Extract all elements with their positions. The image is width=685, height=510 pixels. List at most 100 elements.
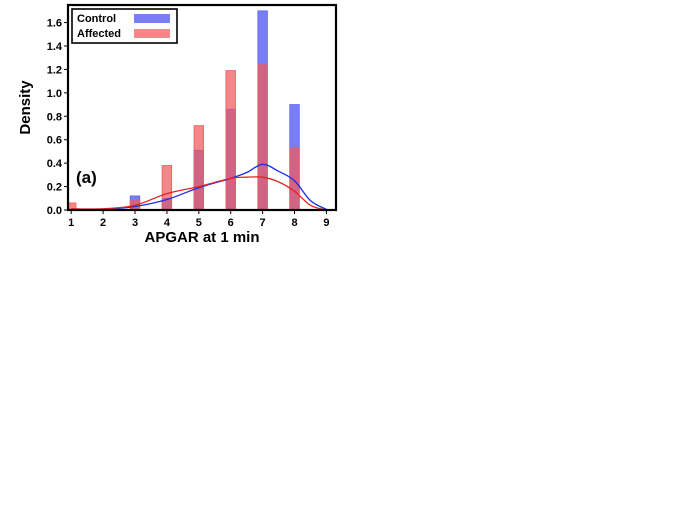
legend-swatch-control bbox=[472, 14, 508, 23]
legend-swatch-control bbox=[465, 268, 501, 277]
y-tick-label: 0.5 bbox=[385, 173, 400, 185]
legend-label-control: Control bbox=[415, 13, 454, 25]
y-tick-label: 0.025 bbox=[32, 435, 60, 447]
control-bar bbox=[313, 452, 322, 470]
y-tick-label: 0.50 bbox=[372, 408, 393, 420]
x-axis-label: Gestational age bbox=[474, 485, 601, 504]
y-axis-label: Density bbox=[355, 80, 372, 135]
y-tick-label: 0.075 bbox=[32, 377, 60, 389]
y-tick-label: 0.25 bbox=[372, 436, 393, 448]
x-tick-label: 7 bbox=[601, 217, 607, 229]
affected-bar bbox=[567, 202, 577, 210]
panel-tag: (d) bbox=[404, 422, 426, 441]
affected-bar bbox=[592, 402, 600, 469]
legend-swatch-control bbox=[132, 268, 168, 277]
control-bar bbox=[632, 458, 640, 469]
panel-a: 20 22 24 26 28 300.000.250.500.751.001.251.50… bbox=[1, 3, 676, 504]
affected-bar bbox=[499, 453, 507, 469]
x-tick-label: 8 bbox=[634, 217, 640, 229]
panel-tag: (c) bbox=[70, 422, 91, 441]
x-tick-label: 20 bbox=[402, 476, 414, 488]
control-bar bbox=[271, 387, 280, 469]
affected-bar bbox=[568, 428, 576, 469]
plot-frame bbox=[399, 259, 676, 469]
affected-bar bbox=[239, 347, 248, 470]
legend-box bbox=[70, 263, 175, 297]
affected-bar bbox=[257, 64, 268, 210]
legend-swatch-affected bbox=[465, 283, 501, 292]
x-tick-label: 26 bbox=[544, 476, 556, 488]
y-tick-label: 0.8 bbox=[47, 111, 62, 123]
x-tick-label: 24 bbox=[497, 476, 510, 488]
panel-tag: (b) bbox=[405, 168, 427, 187]
x-tick-label: 6 bbox=[228, 217, 234, 229]
control-bar bbox=[208, 341, 217, 469]
legend-swatch-affected bbox=[472, 29, 508, 38]
affected-bar bbox=[177, 364, 186, 469]
y-tick-label: 1.0 bbox=[385, 141, 400, 153]
legend-swatch-affected bbox=[134, 29, 170, 38]
affected-bar bbox=[271, 382, 280, 470]
control-bar bbox=[632, 11, 642, 210]
plot-area: 20 22 24 26 28 300.000.250.500.751.001.251.50… bbox=[1, 11, 676, 504]
affected-bar bbox=[323, 461, 332, 469]
legend-label-affected: Affected bbox=[75, 282, 119, 294]
x-tick-label: 9 bbox=[666, 217, 672, 229]
affected-kde-line bbox=[71, 176, 327, 210]
x-tick-label: 1 bbox=[406, 217, 412, 229]
control-bar bbox=[502, 207, 512, 210]
x-tick-label: 7 bbox=[260, 217, 266, 229]
y-tick-label: 1.0 bbox=[47, 88, 62, 100]
affected-bar bbox=[665, 169, 675, 210]
x-axis-label: APGAR at 1 min bbox=[144, 229, 259, 246]
x-tick-label: 6 bbox=[569, 217, 575, 229]
legend-swatch-affected bbox=[132, 283, 168, 292]
legend: Control Affected bbox=[410, 9, 515, 43]
plot-area: 20 22 24 26 28 300.000.250.500.751.001.251.50… bbox=[71, 259, 676, 504]
affected-bar bbox=[632, 75, 642, 210]
x-tick-label: 35 bbox=[243, 476, 255, 488]
plot-area bbox=[480, 268, 666, 469]
y-tick-label: 1.5 bbox=[385, 109, 400, 121]
affected-bar bbox=[229, 265, 238, 469]
affected-bar bbox=[68, 202, 77, 210]
x-tick-label: 1 bbox=[68, 217, 74, 229]
control-bar bbox=[646, 379, 654, 469]
x-tick-label: 20 bbox=[86, 476, 98, 488]
y-tick-label: 0.0 bbox=[385, 205, 400, 217]
control-bar bbox=[239, 317, 248, 469]
affected-bar bbox=[646, 388, 654, 469]
control-bar bbox=[177, 387, 186, 469]
y-tick-label: 0.175 bbox=[32, 260, 60, 272]
y-tick-label: 0.6 bbox=[47, 135, 62, 147]
y-axis-label: Density bbox=[1, 336, 18, 391]
legend-label-affected: Affected bbox=[415, 28, 459, 40]
legend-swatch-control bbox=[134, 14, 170, 23]
x-tick-label: 22 bbox=[450, 476, 462, 488]
x-tick-label: 2 bbox=[439, 217, 445, 229]
legend-label-control: Control bbox=[408, 267, 447, 279]
control-kde-line bbox=[71, 163, 327, 210]
legend-label-control: Control bbox=[77, 13, 116, 25]
control-bar bbox=[281, 393, 290, 469]
affected-bar bbox=[193, 125, 204, 210]
control-bar bbox=[292, 399, 301, 469]
y-tick-label: 1.25 bbox=[372, 323, 393, 335]
affected-bar bbox=[313, 452, 322, 470]
control-bar bbox=[567, 202, 577, 210]
x-tick-label: 2 bbox=[100, 217, 106, 229]
control-bar bbox=[218, 329, 227, 469]
affected-bar bbox=[289, 147, 300, 210]
x-tick-label: 25 bbox=[138, 476, 150, 488]
legend: Control Affected bbox=[70, 263, 175, 297]
x-tick-label: 3 bbox=[471, 217, 477, 229]
y-tick-label: 2.5 bbox=[385, 45, 400, 57]
affected-bar bbox=[72, 466, 81, 470]
plot-area: 20 22 24 26 28 300.000.250.500.751.001.251.50… bbox=[1, 9, 676, 504]
legend: Control Affected bbox=[403, 263, 508, 297]
affected-bar bbox=[161, 165, 173, 210]
control-bar bbox=[187, 376, 196, 469]
control-bar bbox=[156, 432, 165, 469]
control-bar bbox=[145, 440, 154, 469]
